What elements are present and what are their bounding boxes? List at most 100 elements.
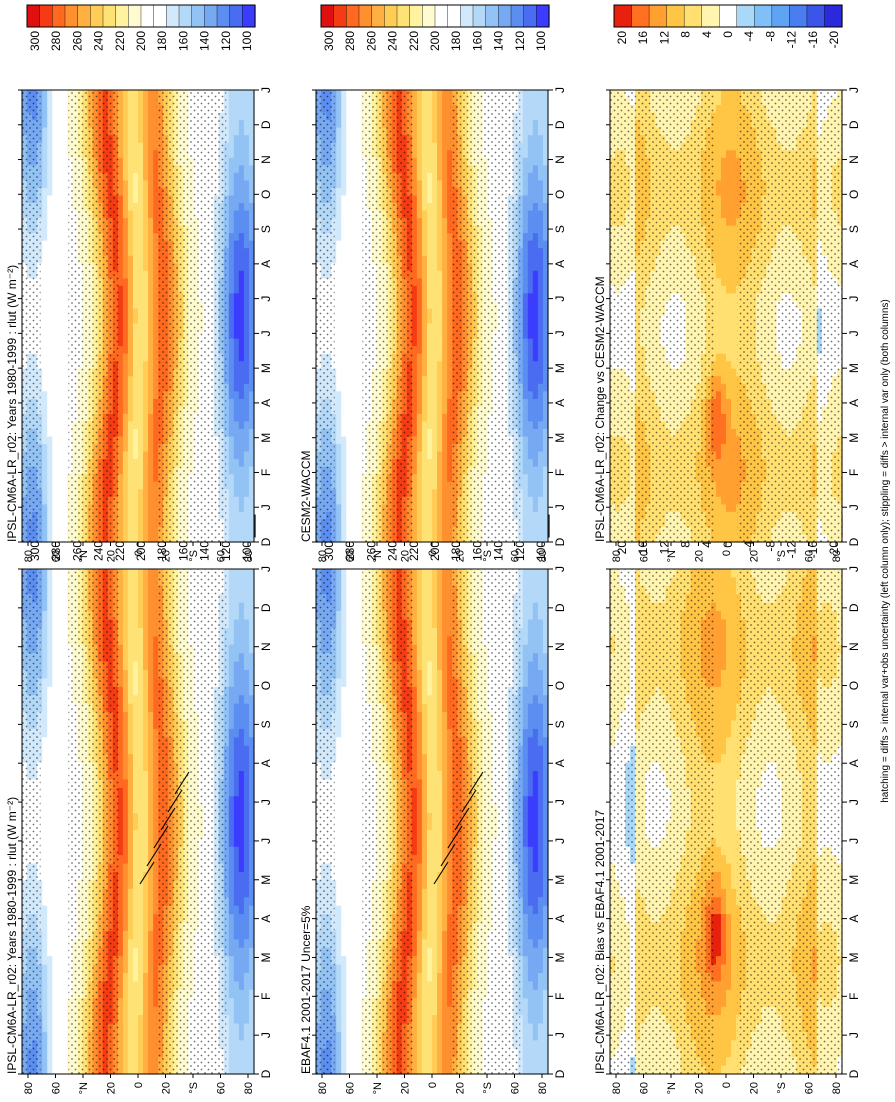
colorbar-tick-label: 280 bbox=[343, 541, 357, 561]
figure-caption: hatching = diffs > internal var+obs unce… bbox=[880, 299, 891, 803]
month-tick-label: J bbox=[259, 566, 273, 572]
month-tick-label: A bbox=[259, 759, 273, 767]
month-tick-label: J bbox=[259, 296, 273, 302]
month-tick-label: J bbox=[847, 838, 861, 844]
colorbar-tick-label: 0 bbox=[721, 541, 735, 548]
colorbar-tick-label: 100 bbox=[534, 31, 548, 51]
month-tick-label: J bbox=[847, 566, 861, 572]
lat-tick-label: 60 bbox=[345, 550, 357, 562]
colorbar-tick-label: 20 bbox=[615, 541, 629, 555]
month-tick-label: A bbox=[847, 260, 861, 268]
lat-tick-label: 60 bbox=[51, 550, 63, 562]
colorbar-tick-label: 160 bbox=[470, 31, 484, 51]
month-tick-label: S bbox=[259, 720, 273, 728]
month-tick-label: D bbox=[553, 1069, 567, 1078]
month-tick-label: A bbox=[847, 759, 861, 767]
colorbar-tick-label: 300 bbox=[322, 541, 336, 561]
lat-tick-label: °S bbox=[482, 550, 494, 562]
month-tick-label: J bbox=[553, 799, 567, 805]
lat-tick-label: 20 bbox=[161, 550, 173, 562]
month-tick-label: D bbox=[259, 1069, 273, 1078]
month-tick-label: A bbox=[553, 260, 567, 268]
month-tick-label: J bbox=[259, 330, 273, 336]
month-tick-label: D bbox=[553, 603, 567, 612]
colorbar-tick-label: 16 bbox=[636, 31, 650, 45]
colorbar-tick-label: 220 bbox=[407, 31, 421, 51]
month-tick-label: O bbox=[553, 190, 567, 199]
lat-tick-label: 60 bbox=[216, 1082, 228, 1094]
month-tick-label: J bbox=[259, 504, 273, 510]
colorbar-tick-label: 8 bbox=[679, 541, 693, 548]
colorbar-tick-label: 240 bbox=[92, 31, 106, 51]
month-tick-label: J bbox=[553, 87, 567, 93]
colorbar-tick-label: 100 bbox=[240, 31, 254, 51]
lat-tick-label: 20 bbox=[455, 1082, 467, 1094]
hatching bbox=[433, 771, 484, 885]
month-tick-label: S bbox=[553, 720, 567, 728]
month-tick-label: F bbox=[259, 469, 273, 476]
lat-tick-label: 80 bbox=[611, 550, 623, 562]
lat-tick-label: 80 bbox=[243, 1082, 255, 1094]
colorbar-tick-label: -20 bbox=[827, 541, 841, 559]
lat-tick-label: 80 bbox=[23, 1082, 35, 1094]
panel-title: IPSL-CM6A-LR_r02: Change vs CESM2-WACCM bbox=[593, 276, 607, 542]
month-tick-label: A bbox=[259, 399, 273, 407]
lat-tick-label: 20 bbox=[400, 1082, 412, 1094]
stippling bbox=[610, 569, 842, 1074]
hatching bbox=[139, 771, 190, 885]
lat-tick-label: 20 bbox=[455, 550, 467, 562]
lat-tick-label: 80 bbox=[831, 1082, 843, 1094]
lat-tick-label: 20 bbox=[749, 1082, 761, 1094]
month-tick-label: S bbox=[847, 720, 861, 728]
lat-tick-label: 80 bbox=[317, 550, 329, 562]
lat-tick-label: 0 bbox=[427, 550, 439, 556]
panel-title: IPSL-CM6A-LR_r02: Years 1980-1999 : rlut… bbox=[5, 265, 19, 542]
colorbar-tick-label: -8 bbox=[763, 541, 777, 552]
lat-tick-label: 60 bbox=[510, 550, 522, 562]
colorbar-tick-label: -12 bbox=[785, 31, 799, 49]
colorbar-tick-label: -20 bbox=[827, 31, 841, 49]
lat-tick-label: °S bbox=[776, 1082, 788, 1094]
lat-tick-label: 20 bbox=[694, 1082, 706, 1094]
colorbar-tick-label: 300 bbox=[28, 31, 42, 51]
colorbar-tick-label: 160 bbox=[176, 31, 190, 51]
lat-tick-label: °N bbox=[372, 1082, 384, 1094]
month-tick-label: M bbox=[259, 952, 273, 962]
month-tick-label: J bbox=[553, 296, 567, 302]
colorbar-tick-label: 200 bbox=[134, 31, 148, 51]
month-tick-label: M bbox=[259, 875, 273, 885]
month-tick-label: O bbox=[259, 190, 273, 199]
month-tick-label: A bbox=[553, 759, 567, 767]
month-tick-label: J bbox=[259, 799, 273, 805]
panel-title: IPSL-CM6A-LR_r02: Bias vs EBAF4.1 2001-2… bbox=[593, 810, 607, 1074]
month-tick-label: J bbox=[553, 504, 567, 510]
month-tick-label: D bbox=[847, 537, 861, 546]
month-tick-label: M bbox=[847, 363, 861, 373]
month-tick-label: M bbox=[553, 875, 567, 885]
lat-tick-label: °N bbox=[666, 550, 678, 562]
month-tick-label: A bbox=[259, 260, 273, 268]
colorbar-tick-label: 16 bbox=[636, 541, 650, 555]
panel-title: CESM2-WACCM bbox=[299, 450, 313, 542]
lat-tick-label: 80 bbox=[317, 1082, 329, 1094]
month-tick-label: D bbox=[553, 537, 567, 546]
month-tick-label: D bbox=[259, 537, 273, 546]
month-tick-label: N bbox=[259, 642, 273, 651]
colorbar-tick-label: 100 bbox=[534, 541, 548, 561]
lat-tick-label: 60 bbox=[510, 1082, 522, 1094]
lat-tick-label: 80 bbox=[243, 550, 255, 562]
month-tick-label: D bbox=[553, 120, 567, 129]
month-tick-label: M bbox=[259, 363, 273, 373]
colorbar-tick-label: 280 bbox=[49, 31, 63, 51]
colorbar-tick-label: 4 bbox=[700, 541, 714, 548]
panel-title: EBAF4.1 2001-2017 Uncer=5% bbox=[299, 905, 313, 1074]
month-tick-label: F bbox=[553, 469, 567, 476]
colorbar-tick-label: 260 bbox=[70, 541, 84, 561]
colorbar-tick-label: 240 bbox=[386, 541, 400, 561]
colorbar-tick-label: 240 bbox=[386, 31, 400, 51]
colorbar-tick-label: 12 bbox=[657, 541, 671, 555]
lat-tick-label: °N bbox=[78, 1082, 90, 1094]
